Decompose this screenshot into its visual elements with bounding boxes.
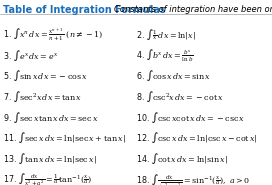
Text: 1. $\int x^n\,dx = \frac{x^{n+1}}{n+1}$ $(n \neq -1)$: 1. $\int x^n\,dx = \frac{x^{n+1}}{n+1}$ … <box>3 27 103 43</box>
Text: 13. $\int \tan x\,dx = \ln|\sec x|$: 13. $\int \tan x\,dx = \ln|\sec x|$ <box>3 151 97 166</box>
Text: 17. $\int \frac{dx}{x^2+a^2} = \frac{1}{a}\tan^{-1}\!\left(\frac{x}{a}\right)$: 17. $\int \frac{dx}{x^2+a^2} = \frac{1}{… <box>3 172 92 185</box>
Text: 18. $\int \frac{dx}{\sqrt{a^2-x^2}} = \sin^{-1}\!\left(\frac{x}{a}\right),\ a>0$: 18. $\int \frac{dx}{\sqrt{a^2-x^2}} = \s… <box>136 172 250 185</box>
Text: 11. $\int \sec x\,dx = \ln|\sec x + \tan x|$: 11. $\int \sec x\,dx = \ln|\sec x + \tan… <box>3 130 125 145</box>
Text: 6. $\int \cos x\,dx = \sin x$: 6. $\int \cos x\,dx = \sin x$ <box>136 68 211 83</box>
Text: 2. $\int \frac{1}{x}\,dx = \ln|x|$: 2. $\int \frac{1}{x}\,dx = \ln|x|$ <box>136 27 196 42</box>
Text: 9. $\int \sec x\tan x\,dx = \sec x$: 9. $\int \sec x\tan x\,dx = \sec x$ <box>3 110 98 125</box>
Text: Constants of integration have been omitted.: Constants of integration have been omitt… <box>114 5 272 14</box>
Text: 12. $\int \csc x\,dx = \ln|\csc x - \cot x|$: 12. $\int \csc x\,dx = \ln|\csc x - \cot… <box>136 130 258 145</box>
Text: 3. $\int e^x\,dx = e^x$: 3. $\int e^x\,dx = e^x$ <box>3 48 58 63</box>
Text: 10. $\int \csc x\cot x\,dx = -\csc x$: 10. $\int \csc x\cot x\,dx = -\csc x$ <box>136 110 245 125</box>
Text: 4. $\int b^x\,dx = \frac{b^x}{\ln b}$: 4. $\int b^x\,dx = \frac{b^x}{\ln b}$ <box>136 48 194 64</box>
Text: 8. $\int \csc^2\!x\,dx = -\cot x$: 8. $\int \csc^2\!x\,dx = -\cot x$ <box>136 89 224 104</box>
Text: 7. $\int \sec^2\!x\,dx = \tan x$: 7. $\int \sec^2\!x\,dx = \tan x$ <box>3 89 82 104</box>
Text: 5. $\int \sin x\,dx = -\cos x$: 5. $\int \sin x\,dx = -\cos x$ <box>3 68 88 83</box>
Text: Table of Integration Formulas: Table of Integration Formulas <box>3 5 165 15</box>
Text: 14. $\int \cot x\,dx = \ln|\sin x|$: 14. $\int \cot x\,dx = \ln|\sin x|$ <box>136 151 228 166</box>
